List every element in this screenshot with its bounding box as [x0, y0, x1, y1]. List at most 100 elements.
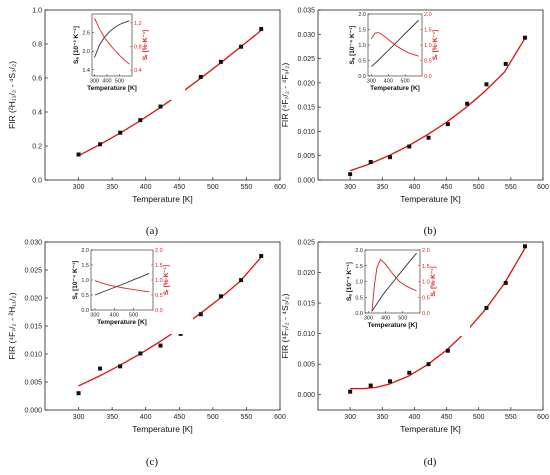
inset-right-tick-label: 1.0 [155, 278, 163, 284]
inset-left-tick-label: 2.0 [355, 248, 363, 254]
inset-left-tick-label: 2.0 [358, 12, 366, 18]
data-point [348, 389, 353, 394]
x-tick-label: 500 [207, 414, 219, 421]
inset-left-tick-label: 1.4 [82, 68, 90, 74]
data-point [118, 130, 123, 135]
y-axis-label: FIR (²H₁₁/₂ - ⁴S₃/₂) [7, 61, 17, 129]
data-point [426, 135, 431, 140]
x-axis-label: Temperature [K] [132, 424, 192, 434]
data-point [158, 104, 163, 109]
panel-label: (b) [424, 225, 437, 237]
x-tick-label: 400 [140, 414, 152, 421]
inset-left-tick-label: 0.5 [358, 59, 366, 65]
inset-right-tick-label: 2.0 [155, 248, 163, 254]
inset-right-tick-label: 0.4 [134, 68, 142, 74]
data-point [523, 35, 527, 40]
data-point [465, 101, 470, 106]
inset-left-label: Sₐ [10⁻³ K⁻¹] [73, 26, 80, 64]
data-point [484, 82, 489, 87]
inset-right-tick-label: 0.0 [424, 74, 432, 80]
y-tick-label: 0.005 [24, 380, 42, 387]
inset-frame [91, 13, 133, 77]
inset: 300 400 500 0.0 0.5 1.0 1.5 2.0 0.0 0.5 1.0 1.5 2.0 T… [349, 12, 472, 100]
inset-left-tick-label: 1.0 [355, 280, 363, 286]
inset-right-tick-label: 1.5 [424, 28, 432, 34]
inset-right-label: Sᵣ [%·K⁻¹] [430, 266, 437, 296]
inset-sa-line [371, 19, 419, 68]
data-point [407, 370, 412, 375]
y-tick-label: 0.025 [297, 56, 315, 63]
inset-background [352, 14, 472, 100]
inset-x-tick-label: 300 [90, 313, 99, 319]
x-tick-label: 350 [106, 184, 118, 191]
data-point [503, 61, 508, 66]
fit-line [78, 256, 262, 387]
x-tick-label: 450 [441, 414, 453, 421]
y-tick-label: 0.025 [297, 240, 315, 247]
inset-left-tick-label: 1.5 [355, 264, 363, 270]
y-tick-label: 0.2 [32, 144, 42, 151]
x-axis-label: Temperature [K] [400, 194, 460, 204]
y-tick-label: 0.020 [297, 270, 315, 277]
inset: 300 400 500 1.4 2.0 2.6 0.4 0.8 1.2 Temperature [… [73, 13, 185, 100]
y-tick-label: 0.005 [297, 153, 315, 160]
inset-x-label: Temperature [K] [370, 85, 420, 92]
panel-c: 300 350 400 450 500 550 6000.0000.0050.0100.01… [7, 240, 286, 435]
y-tick-label: 0.4 [32, 110, 42, 117]
y-tick-label: 0.000 [297, 392, 315, 399]
x-tick-label: 600 [274, 414, 286, 421]
inset-right-tick-label: 1.0 [424, 43, 432, 49]
inset-left-label: Sₐ [10⁻⁴ K⁻¹] [349, 26, 356, 65]
inset-x-label: Temperature [K] [368, 322, 418, 329]
inset-right-tick-label: 1.2 [134, 21, 142, 27]
data-point [118, 364, 123, 369]
inset-left-label: Sₐ [10⁻⁴ K⁻¹] [346, 262, 353, 301]
panel-label: (d) [424, 456, 437, 468]
x-tick-label: 300 [73, 184, 85, 191]
inset-x-tick-label: 300 [364, 316, 373, 322]
y-tick-label: 0.020 [24, 296, 42, 303]
inset-right-tick-label: 0.0 [422, 311, 430, 317]
data-point [76, 391, 81, 396]
data-point [158, 343, 163, 348]
inset-x-tick-label: 500 [398, 316, 407, 322]
inset-left-tick-label: 2.0 [81, 248, 89, 254]
y-tick-label: 0.030 [297, 32, 315, 39]
inset-x-tick-label: 500 [115, 79, 124, 85]
inset-right-label: Sᵣ [%·K⁻¹] [163, 265, 170, 295]
data-point [239, 44, 244, 49]
x-tick-label: 300 [73, 414, 85, 421]
x-tick-label: 600 [537, 184, 549, 191]
data-point [218, 294, 223, 299]
inset-right-tick-label: 0.5 [155, 293, 163, 299]
data-point [445, 348, 450, 353]
plot-frame [44, 9, 281, 181]
inset-background [75, 250, 193, 334]
data-point [407, 144, 412, 149]
inset-right-tick-label: 0.5 [422, 295, 430, 301]
inset-left-tick-label: 2.0 [82, 49, 90, 55]
data-point [218, 59, 223, 64]
x-tick-label: 350 [376, 414, 388, 421]
y-tick-label: 0.6 [32, 76, 42, 83]
inset-sr-line [94, 17, 130, 65]
inset-left-tick-label: 2.6 [82, 31, 90, 37]
inset-sa-line [94, 20, 130, 58]
data-point [76, 152, 81, 157]
data-point [368, 383, 373, 388]
inset-right-tick-label: 2.0 [422, 248, 430, 254]
x-tick-label: 300 [344, 184, 356, 191]
x-tick-label: 600 [537, 414, 549, 421]
inset-right-label: Sᵣ [%·K⁻¹] [432, 30, 439, 60]
y-tick-label: 0.030 [24, 240, 42, 247]
inset-sa-line [94, 272, 150, 296]
data-point [445, 122, 450, 127]
data-point [388, 379, 392, 384]
x-tick-label: 550 [505, 184, 517, 191]
data-point [138, 351, 143, 356]
x-tick-label: 550 [241, 184, 253, 191]
y-tick-label: 0.015 [297, 105, 315, 112]
inset: 300 400 500 0.0 0.5 1.0 1.5 2.0 0.0 0.5 1.0 1.5 2.0 T… [346, 248, 470, 336]
data-point [388, 155, 392, 160]
inset-right-tick-label: 1.5 [155, 263, 163, 269]
